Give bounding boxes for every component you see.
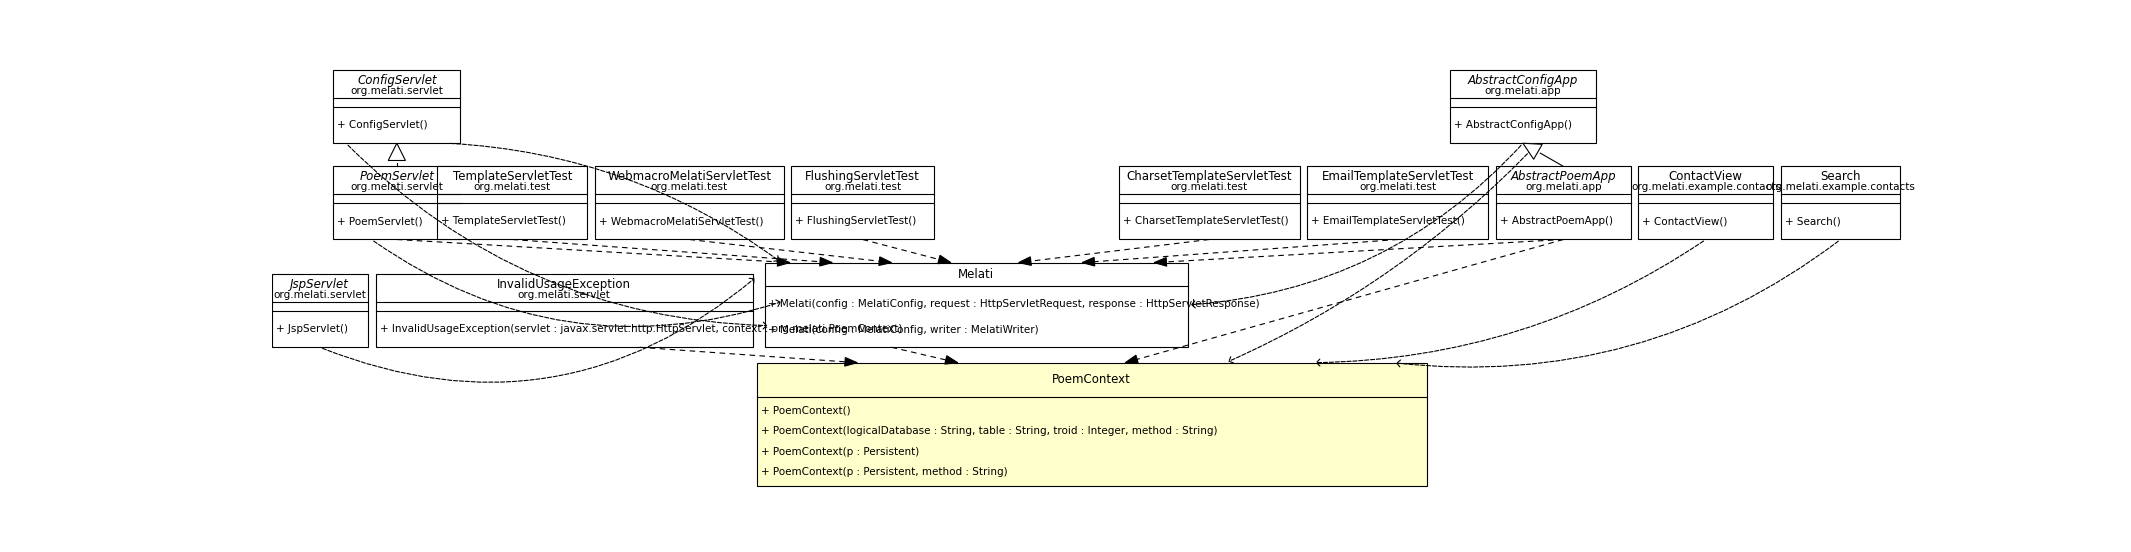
Bar [765,263,1187,347]
Polygon shape [820,257,833,266]
Bar [1119,166,1300,240]
Text: org.melati.test: org.melati.test [1360,182,1436,192]
Text: org.melati.test: org.melati.test [473,182,552,192]
Text: + PoemContext(logicalDatabase : String, table : String, troid : Integer, method : + PoemContext(logicalDatabase : String, … [761,426,1217,436]
Text: org.melati.app: org.melati.app [1485,86,1562,96]
Text: org.melati.servlet: org.melati.servlet [349,182,443,192]
Bar [437,166,588,240]
Bar [1496,166,1630,240]
Polygon shape [1125,355,1138,364]
Text: + ContactView(): + ContactView() [1643,216,1728,226]
Text: JspServlet: JspServlet [290,278,349,291]
Bar [757,363,1426,486]
Text: FlushingServletTest: FlushingServletTest [806,171,921,183]
Bar [1639,166,1773,240]
Polygon shape [878,257,891,266]
Text: org.melati.app: org.melati.app [1526,182,1603,192]
Text: + ConfigServlet(): + ConfigServlet() [337,120,428,130]
Text: org.melati.test: org.melati.test [1170,182,1249,192]
Bar [1782,166,1901,240]
Text: WebmacroMelatiServletTest: WebmacroMelatiServletTest [607,171,771,183]
Text: EmailTemplateServletTest: EmailTemplateServletTest [1321,171,1475,183]
Text: InvalidUsageException: InvalidUsageException [497,278,631,291]
Text: TemplateServletTest: TemplateServletTest [452,171,571,183]
Polygon shape [388,143,405,161]
Text: + PoemContext(): + PoemContext() [761,406,850,416]
Polygon shape [844,358,857,366]
Text: org.melati.example.contacts: org.melati.example.contacts [1630,182,1782,192]
Text: Melati: Melati [959,268,995,281]
Text: org.melati.example.contacts: org.melati.example.contacts [1767,182,1916,192]
Bar [273,274,369,347]
Text: + InvalidUsageException(servlet : javax.servlet.http.HttpServlet, context : org.: + InvalidUsageException(servlet : javax.… [379,324,901,334]
Text: AbstractConfigApp: AbstractConfigApp [1468,74,1579,87]
Bar [332,70,460,143]
Polygon shape [944,355,957,364]
Text: + PoemContext(p : Persistent, method : String): + PoemContext(p : Persistent, method : S… [761,468,1008,477]
Bar [375,274,752,347]
Text: + PoemContext(p : Persistent): + PoemContext(p : Persistent) [761,447,918,457]
Polygon shape [1083,257,1095,266]
Text: ContactView: ContactView [1669,171,1743,183]
Text: + Search(): + Search() [1786,216,1841,226]
Polygon shape [938,255,950,264]
Text: + AbstractPoemApp(): + AbstractPoemApp() [1500,216,1613,226]
Polygon shape [1524,143,1543,160]
Text: + WebmacroMelatiServletTest(): + WebmacroMelatiServletTest() [599,216,763,226]
Bar [791,166,933,240]
Text: org.melati.test: org.melati.test [650,182,729,192]
Text: + CharsetTemplateServletTest(): + CharsetTemplateServletTest() [1123,216,1287,226]
Text: + TemplateServletTest(): + TemplateServletTest() [441,216,567,226]
Text: + Melati(config : MelatiConfig, writer : MelatiWriter): + Melati(config : MelatiConfig, writer :… [769,325,1040,335]
Bar [595,166,784,240]
Bar [1306,166,1487,240]
Text: PoemServlet: PoemServlet [360,171,435,183]
Text: + PoemServlet(): + PoemServlet() [337,216,422,226]
Text: + JspServlet(): + JspServlet() [275,324,347,334]
Text: + AbstractConfigApp(): + AbstractConfigApp() [1453,120,1573,130]
Polygon shape [1019,257,1031,266]
Text: AbstractPoemApp: AbstractPoemApp [1511,171,1615,183]
Text: ConfigServlet: ConfigServlet [358,74,437,87]
Text: org.melati.test: org.melati.test [825,182,901,192]
Text: org.melati.servlet: org.melati.servlet [349,86,443,96]
Text: + Melati(config : MelatiConfig, request : HttpServletRequest, response : HttpSer: + Melati(config : MelatiConfig, request … [769,299,1259,309]
Bar [332,166,460,240]
Bar [1449,70,1596,143]
Text: + EmailTemplateServletTest(): + EmailTemplateServletTest() [1311,216,1466,226]
Polygon shape [778,258,791,266]
Text: org.melati.servlet: org.melati.servlet [273,290,367,300]
Text: Search: Search [1820,171,1860,183]
Text: PoemContext: PoemContext [1053,374,1132,386]
Polygon shape [1155,258,1166,266]
Text: + FlushingServletTest(): + FlushingServletTest() [795,216,916,226]
Text: CharsetTemplateServletTest: CharsetTemplateServletTest [1127,171,1291,183]
Text: org.melati.servlet: org.melati.servlet [518,290,612,300]
